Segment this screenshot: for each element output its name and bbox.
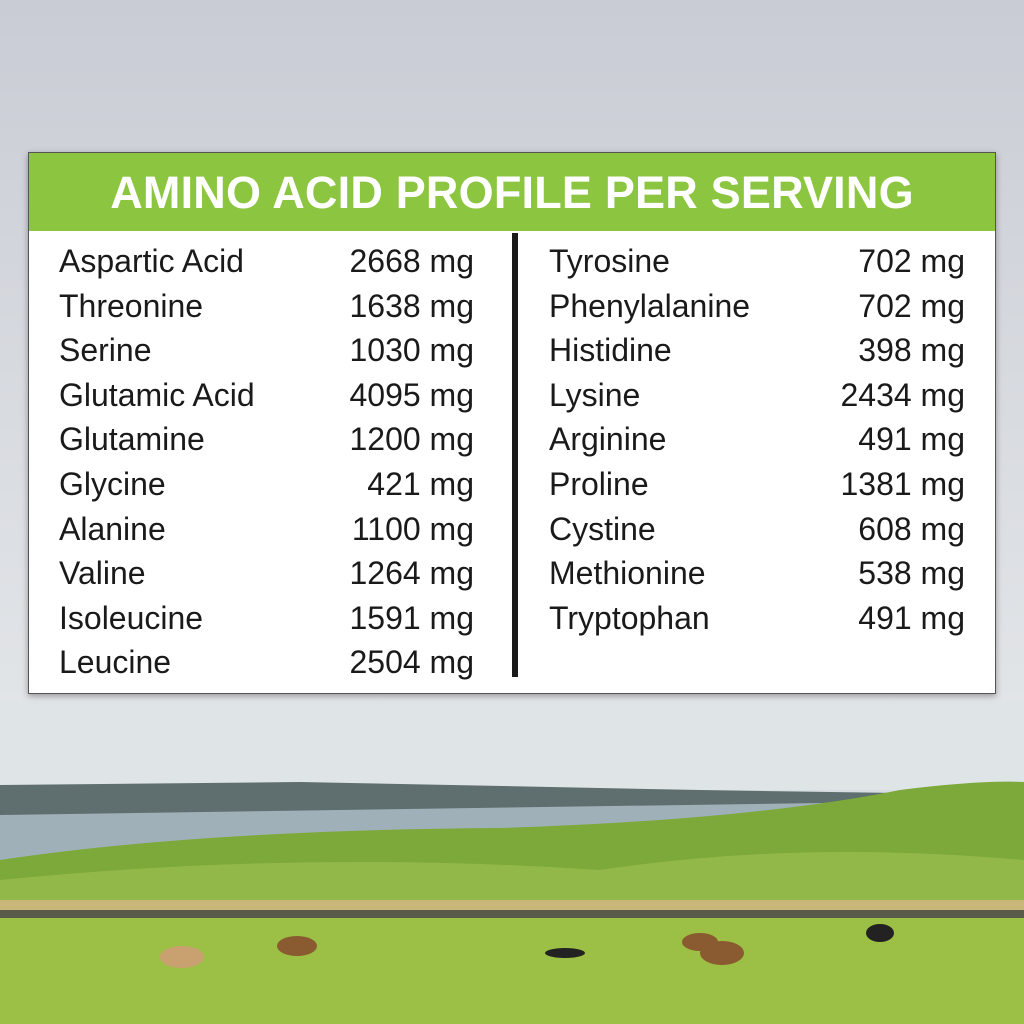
amino-acid-name: Serine: [59, 332, 152, 369]
amino-acid-amount: 1381 mg: [840, 465, 965, 502]
amino-acid-row: Histidine 398 mg: [549, 328, 965, 373]
amino-acid-amount: 1638 mg: [349, 287, 474, 324]
amino-acid-amount: 398 mg: [858, 332, 965, 369]
amino-acid-row: Arginine 491 mg: [549, 417, 965, 462]
amino-acid-row: Glutamic Acid 4095 mg: [59, 373, 474, 418]
amino-acid-profile-card: AMINO ACID PROFILE PER SERVING Aspartic …: [28, 152, 996, 694]
amino-acid-row: Tyrosine 702 mg: [549, 239, 965, 284]
amino-acid-name: Phenylalanine: [549, 287, 751, 324]
amino-acid-row: Threonine 1638 mg: [59, 284, 474, 329]
left-column: Aspartic Acid 2668 mg Threonine 1638 mg Seri…: [59, 239, 474, 685]
amino-acid-amount: 702 mg: [858, 243, 965, 279]
amino-acid-amount: 1030 mg: [349, 332, 474, 369]
amino-acid-row: Lysine 2434 mg: [549, 373, 965, 418]
amino-acid-amount: 2434 mg: [840, 376, 965, 413]
amino-acid-name: Valine: [59, 555, 146, 592]
amino-acid-amount: 4095 mg: [349, 376, 474, 413]
amino-acid-name: Glutamic Acid: [59, 376, 255, 413]
amino-acid-name: Tyrosine: [549, 243, 670, 279]
column-divider: [512, 233, 518, 677]
amino-acid-row: Glutamine 1200 mg: [59, 417, 474, 462]
amino-acid-row: Methionine 538 mg: [549, 551, 965, 596]
amino-acid-row: Proline 1381 mg: [549, 462, 965, 507]
amino-acid-name: Cystine: [549, 510, 656, 547]
amino-acid-amount: 421 mg: [367, 465, 474, 502]
card-title: AMINO ACID PROFILE PER SERVING: [29, 153, 995, 231]
amino-acid-amount: 2668 mg: [349, 243, 474, 279]
amino-acid-amount: 538 mg: [858, 555, 965, 592]
amino-acid-name: Tryptophan: [549, 599, 710, 636]
amino-acid-amount: 491 mg: [858, 599, 965, 636]
amino-acid-row: Serine 1030 mg: [59, 328, 474, 373]
amino-acid-amount: 1200 mg: [349, 421, 474, 458]
amino-acid-row: Alanine 1100 mg: [59, 507, 474, 552]
amino-acid-amount: 608 mg: [858, 510, 965, 547]
amino-acid-row: Tryptophan 491 mg: [549, 596, 965, 641]
amino-acid-name: Arginine: [549, 421, 667, 458]
amino-acid-amount: 702 mg: [858, 287, 965, 324]
amino-acid-name: Histidine: [549, 332, 672, 369]
amino-acid-name: Lysine: [549, 376, 641, 413]
amino-acid-row: Leucine 2504 mg: [59, 640, 474, 685]
amino-acid-name: Isoleucine: [59, 599, 204, 636]
amino-acid-row: Isoleucine 1591 mg: [59, 596, 474, 641]
amino-acid-name: Aspartic Acid: [59, 243, 244, 279]
amino-acid-row: Aspartic Acid 2668 mg: [59, 239, 474, 284]
amino-acid-amount: 2504 mg: [349, 644, 474, 681]
right-column: Tyrosine 702 mg Phenylalanine 702 mg Histidi…: [549, 239, 965, 640]
amino-acid-name: Proline: [549, 465, 649, 502]
amino-acid-amount: 1100 mg: [351, 510, 474, 547]
amino-acid-amount: 1591 mg: [349, 599, 474, 636]
cows: [160, 924, 894, 968]
amino-acid-amount: 1264 mg: [349, 555, 474, 592]
amino-acid-name: Glutamine: [59, 421, 205, 458]
amino-acid-name: Alanine: [59, 510, 166, 547]
amino-acid-name: Leucine: [59, 644, 172, 681]
amino-acid-name: Glycine: [59, 465, 166, 502]
amino-acid-row: Cystine 608 mg: [549, 507, 965, 552]
amino-acid-row: Phenylalanine 702 mg: [549, 284, 965, 329]
amino-acid-name: Threonine: [59, 287, 204, 324]
amino-acid-amount: 491 mg: [858, 421, 965, 458]
amino-acid-name: Methionine: [549, 555, 706, 592]
amino-acid-row: Valine 1264 mg: [59, 551, 474, 596]
amino-acid-row: Glycine 421 mg: [59, 462, 474, 507]
